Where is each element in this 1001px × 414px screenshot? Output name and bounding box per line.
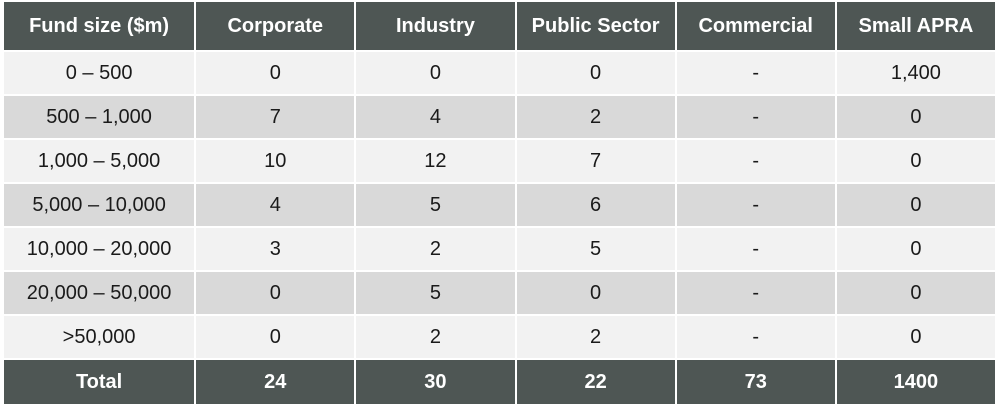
table-cell: 0 <box>196 316 355 360</box>
fund-size-table: Fund size ($m) Corporate Industry Public Se… <box>2 2 997 404</box>
header-cell: Small APRA <box>836 2 995 52</box>
header-row: Fund size ($m) Corporate Industry Public Se… <box>4 2 995 52</box>
table-cell: 7 <box>516 140 675 184</box>
table-cell: 0 <box>836 316 995 360</box>
table-cell: 0 <box>356 52 515 96</box>
row-label: 500 – 1,000 <box>4 96 195 140</box>
header-cell: Fund size ($m) <box>4 2 195 52</box>
table-cell: - <box>676 316 835 360</box>
table-row: 10,000 – 20,000 3 2 5-0 <box>4 228 995 272</box>
header-cell: Industry <box>356 2 515 52</box>
table-cell: - <box>676 184 835 228</box>
table-row: >50,000 0 2 2-0 <box>4 316 995 360</box>
table-cell: 0 <box>196 272 355 316</box>
table-cell: 4 <box>356 96 515 140</box>
table-cell: 0 <box>516 272 675 316</box>
table-cell: 2 <box>516 316 675 360</box>
table-row: 20,000 – 50,000 0 5 0-0 <box>4 272 995 316</box>
table-cell: 7 <box>196 96 355 140</box>
row-label: 1,000 – 5,000 <box>4 140 195 184</box>
table-cell: 5 <box>356 272 515 316</box>
table-cell: - <box>676 52 835 96</box>
table-cell: - <box>676 228 835 272</box>
table-cell: 5 <box>356 184 515 228</box>
total-cell: 24 <box>196 360 355 404</box>
table-cell: 0 <box>836 272 995 316</box>
table-cell: 1,400 <box>836 52 995 96</box>
header-cell: Corporate <box>196 2 355 52</box>
row-label: >50,000 <box>4 316 195 360</box>
table-cell: 2 <box>356 316 515 360</box>
table-body: 0 – 500 0 0 0-1,400 500 – 1,000 7 4 2-0 1,000 – … <box>4 52 995 404</box>
table-cell: 12 <box>356 140 515 184</box>
table-cell: - <box>676 272 835 316</box>
table-cell: 6 <box>516 184 675 228</box>
row-label: 20,000 – 50,000 <box>4 272 195 316</box>
table-row: 0 – 500 0 0 0-1,400 <box>4 52 995 96</box>
total-row: Total 24 30 22 73 1400 <box>4 360 995 404</box>
table-cell: 0 <box>516 52 675 96</box>
table-cell: - <box>676 140 835 184</box>
table-row: 500 – 1,000 7 4 2-0 <box>4 96 995 140</box>
table-cell: 0 <box>836 140 995 184</box>
table-cell: 2 <box>356 228 515 272</box>
row-label: 5,000 – 10,000 <box>4 184 195 228</box>
table-row: 1,000 – 5,000 10 12 7-0 <box>4 140 995 184</box>
table-cell: 4 <box>196 184 355 228</box>
header-cell: Public Sector <box>516 2 675 52</box>
table-row: 5,000 – 10,000 4 5 6-0 <box>4 184 995 228</box>
header-cell: Commercial <box>676 2 835 52</box>
row-label: 10,000 – 20,000 <box>4 228 195 272</box>
row-label: 0 – 500 <box>4 52 195 96</box>
table-cell: 0 <box>836 96 995 140</box>
total-cell: 30 <box>356 360 515 404</box>
table-cell: 0 <box>196 52 355 96</box>
total-cell: 73 <box>676 360 835 404</box>
table-cell: 10 <box>196 140 355 184</box>
table-cell: - <box>676 96 835 140</box>
table-cell: 0 <box>836 228 995 272</box>
table-cell: 2 <box>516 96 675 140</box>
total-cell: 1400 <box>836 360 995 404</box>
table-cell: 5 <box>516 228 675 272</box>
total-cell: 22 <box>516 360 675 404</box>
total-label: Total <box>4 360 195 404</box>
table-cell: 0 <box>836 184 995 228</box>
table-cell: 3 <box>196 228 355 272</box>
